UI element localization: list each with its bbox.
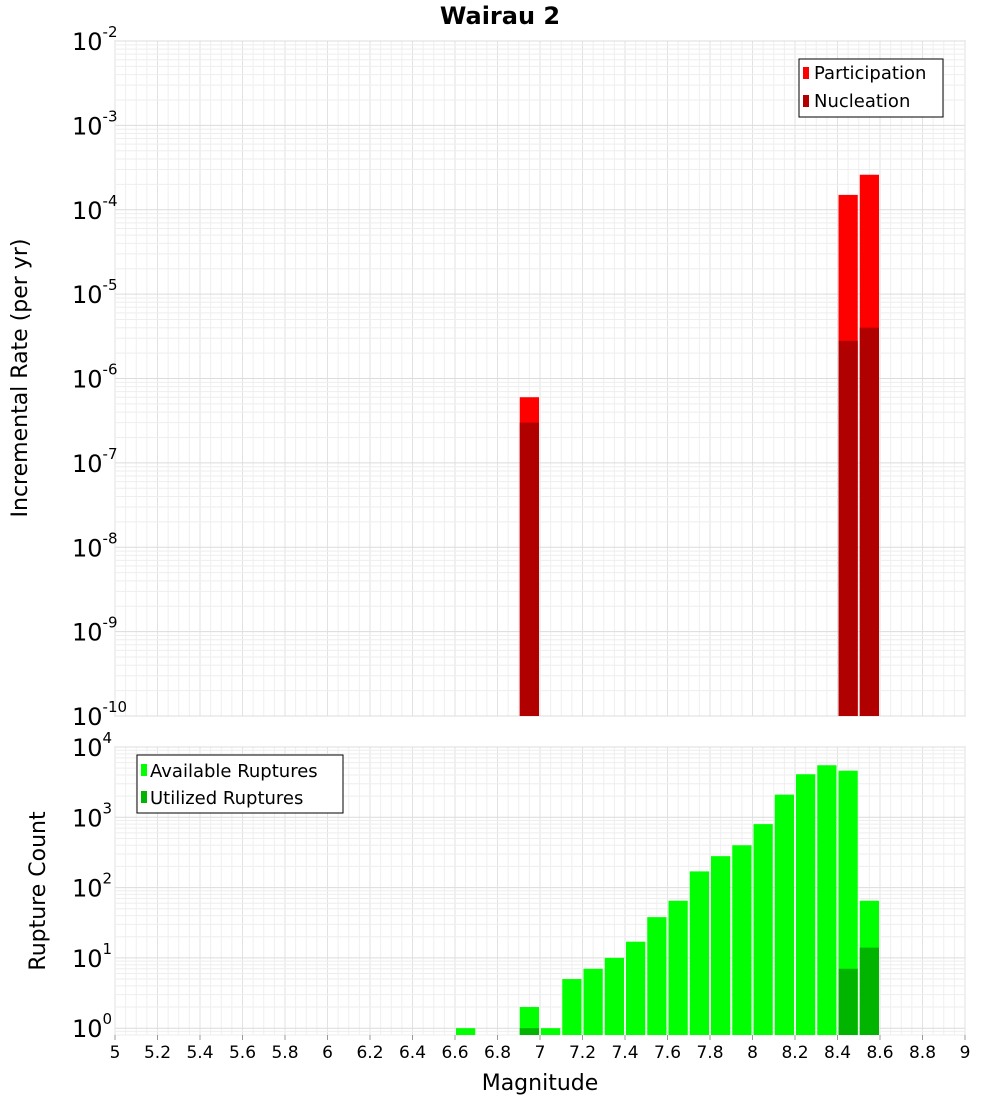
bottom-bar-utilized-ruptures <box>859 947 879 1035</box>
x-tick-label: 7.2 <box>569 1043 596 1063</box>
top-plot-panel: 10-2 10-3 10-4 10-5 10-6 10-7 10-8 10-9 10-10 In… <box>8 23 966 731</box>
x-tick-label: 5.6 <box>229 1043 256 1063</box>
bottom-bar-available-ruptures <box>668 900 688 1035</box>
bottom-bar-available-ruptures <box>626 941 646 1035</box>
bottom-bar-available-ruptures <box>711 856 731 1035</box>
legend-swatch-participation <box>803 67 809 79</box>
bottom-bar-available-ruptures <box>732 845 752 1035</box>
bottom-y-tick-label: 101 <box>72 940 112 973</box>
legend-label-available-ruptures: Available Ruptures <box>150 761 318 782</box>
top-y-tick-label: 10-4 <box>72 192 118 225</box>
x-tick-label: 6.2 <box>356 1043 383 1063</box>
bottom-y-tick-label: 102 <box>72 870 112 903</box>
x-tick-label: 8.6 <box>866 1043 893 1063</box>
bottom-bar-available-ruptures <box>562 979 582 1035</box>
legend-label-utilized-ruptures: Utilized Ruptures <box>150 788 303 809</box>
top-y-tick-label: 10-6 <box>72 361 118 394</box>
bottom-bar-available-ruptures <box>541 1028 561 1035</box>
x-tick-label: 7 <box>535 1043 546 1063</box>
bottom-y-axis-title: Rupture Count <box>26 811 51 971</box>
x-tick-label: 8 <box>747 1043 758 1063</box>
x-tick-label: 5.4 <box>186 1043 213 1063</box>
x-tick-label: 6.4 <box>399 1043 426 1063</box>
x-tick-label: 8.8 <box>909 1043 936 1063</box>
legend-swatch-nucleation <box>803 95 809 107</box>
bottom-y-tick-label: 100 <box>72 1010 112 1043</box>
bottom-bar-available-ruptures <box>604 957 624 1035</box>
bottom-bar-utilized-ruptures <box>519 1028 539 1035</box>
x-tick-label: 6 <box>322 1043 333 1063</box>
top-y-tick-label: 10-10 <box>72 698 127 731</box>
bottom-legend: Available Ruptures Utilized Ruptures <box>136 754 344 814</box>
top-legend-box <box>798 58 944 118</box>
bottom-bar-available-ruptures <box>689 871 709 1035</box>
legend-swatch-utilized-ruptures <box>141 791 147 803</box>
x-tick-label: 5.8 <box>271 1043 298 1063</box>
top-y-tick-labels: 10-2 10-3 10-4 10-5 10-6 10-7 10-8 10-9 10-10 <box>72 23 127 731</box>
bottom-y-tick-label: 103 <box>72 799 112 832</box>
x-axis-title: Magnitude <box>482 1071 599 1096</box>
top-bar-nucleation <box>519 422 539 716</box>
bottom-bars <box>456 765 879 1035</box>
x-tick-label: 8.2 <box>781 1043 808 1063</box>
x-tick-label: 6.6 <box>441 1043 468 1063</box>
chart-title: Wairau 2 <box>440 2 560 30</box>
top-y-tick-label: 10-7 <box>72 445 118 478</box>
top-bars <box>519 174 879 716</box>
x-tick-label: 6.8 <box>484 1043 511 1063</box>
x-tick-label: 5 <box>110 1043 121 1063</box>
bottom-bar-available-ruptures <box>774 794 794 1035</box>
top-bar-nucleation <box>859 327 879 716</box>
x-tick-labels: 5 5.2 5.4 5.6 5.8 6 6.2 6.4 6.6 6.8 7 7.2 7.4 7.6 7.8 8… <box>110 1035 971 1063</box>
top-legend: Participation Nucleation <box>798 58 944 118</box>
x-tick-label: 7.8 <box>696 1043 723 1063</box>
legend-label-nucleation: Nucleation <box>814 91 910 112</box>
legend-label-participation: Participation <box>814 63 926 84</box>
x-tick-label: 7.4 <box>611 1043 638 1063</box>
x-tick-label: 5.2 <box>144 1043 171 1063</box>
top-y-tick-label: 10-2 <box>72 23 118 56</box>
bottom-bar-utilized-ruptures <box>838 968 858 1035</box>
top-gridlines <box>114 40 966 717</box>
x-tick-label: 9 <box>960 1043 971 1063</box>
bottom-legend-box <box>136 754 344 814</box>
top-y-tick-label: 10-5 <box>72 276 118 309</box>
x-tick-label: 8.4 <box>824 1043 851 1063</box>
bottom-y-tick-labels: 104 103 102 101 100 <box>72 729 112 1043</box>
top-y-tick-label: 10-3 <box>72 107 118 140</box>
bottom-bar-available-ruptures <box>753 824 773 1035</box>
bottom-bar-available-ruptures <box>817 765 837 1035</box>
bottom-bar-available-ruptures <box>519 1007 539 1035</box>
x-tick-label: 7.6 <box>654 1043 681 1063</box>
bottom-gridlines <box>114 746 966 1036</box>
bottom-bar-available-ruptures <box>647 917 667 1035</box>
bottom-bar-available-ruptures <box>796 774 816 1035</box>
top-y-tick-label: 10-8 <box>72 529 118 562</box>
bottom-bar-available-ruptures <box>456 1028 476 1035</box>
top-bar-nucleation <box>838 340 858 716</box>
top-y-axis-title: Incremental Rate (per yr) <box>8 239 33 518</box>
top-y-tick-label: 10-9 <box>72 614 118 647</box>
bottom-y-tick-label: 104 <box>72 729 112 762</box>
bottom-bar-available-ruptures <box>583 968 603 1035</box>
legend-swatch-available-ruptures <box>141 764 147 776</box>
bottom-plot-panel: 104 103 102 101 100 5 5.2 5.4 5.6 5.8 6 6.2 6.4 6.6 6… <box>26 729 970 1096</box>
